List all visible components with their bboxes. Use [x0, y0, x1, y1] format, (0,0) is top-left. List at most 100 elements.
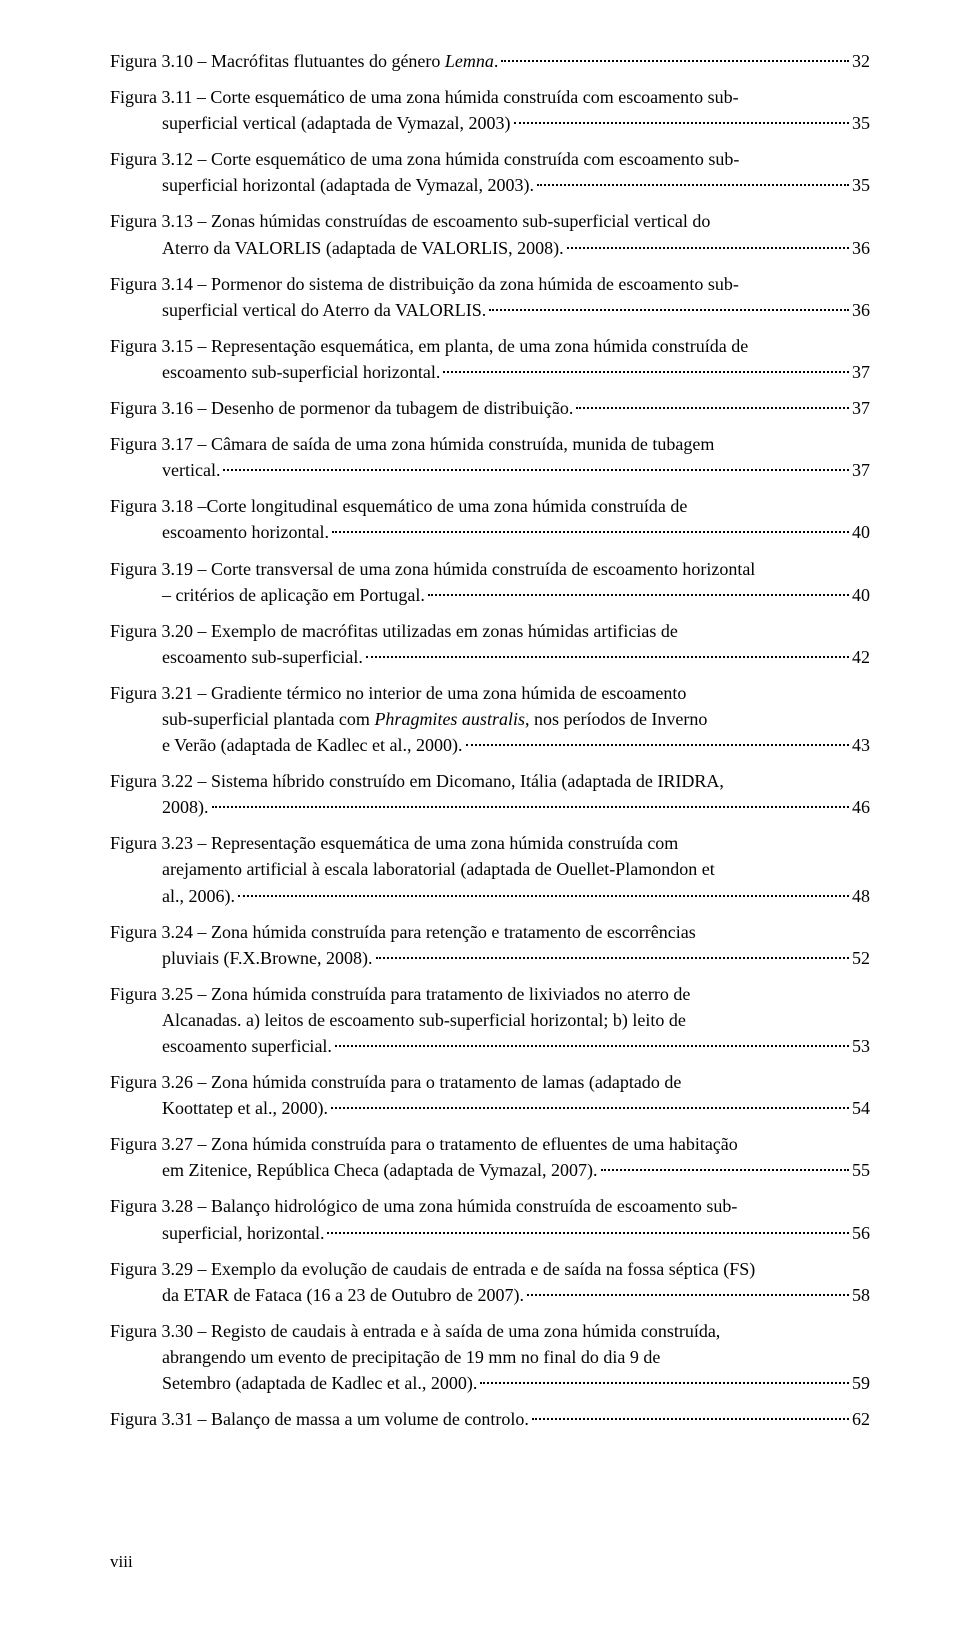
toc-entry-text: Figura 3.26 – Zona húmida construída par…: [110, 1069, 681, 1095]
toc-entry-text: Figura 3.25 – Zona húmida construída par…: [110, 981, 690, 1007]
toc-entry-text: abrangendo um evento de precipitação de …: [162, 1344, 660, 1370]
toc-entry-text: Figura 3.20 – Exemplo de macrófitas util…: [110, 618, 678, 644]
toc-entry-text: escoamento sub-superficial horizontal.: [162, 359, 440, 385]
leader-dots: [376, 957, 849, 959]
toc-entry-continuation: pluviais (F.X.Browne, 2008). 52: [110, 945, 870, 971]
toc-entry-text: Figura 3.31 – Balanço de massa a um volu…: [110, 1406, 529, 1432]
toc-entry-first-line: Figura 3.15 – Representação esquemática,…: [110, 333, 870, 359]
toc-entry-text: sub-superficial plantada com Phragmites …: [162, 706, 707, 732]
toc-entry-first-line: Figura 3.12 – Corte esquemático de uma z…: [110, 146, 870, 172]
toc-entry-first-line: Figura 3.17 – Câmara de saída de uma zon…: [110, 431, 870, 457]
toc-entry-text: escoamento superficial.: [162, 1033, 332, 1059]
toc-entry: Figura 3.22 – Sistema híbrido construído…: [110, 768, 870, 820]
leader-dots: [327, 1232, 849, 1234]
toc-entry-text: Figura 3.19 – Corte transversal de uma z…: [110, 556, 755, 582]
leader-dots: [576, 407, 849, 409]
leader-dots: [527, 1294, 849, 1296]
toc-entry: Figura 3.21 – Gradiente térmico no inter…: [110, 680, 870, 758]
toc-entry-first-line: Figura 3.28 – Balanço hidrológico de uma…: [110, 1193, 870, 1219]
toc-entry-text: Figura 3.11 – Corte esquemático de uma z…: [110, 84, 739, 110]
leader-dots: [428, 594, 849, 596]
toc-entry: Figura 3.14 – Pormenor do sistema de dis…: [110, 271, 870, 323]
toc-entry-text: Figura 3.23 – Representação esquemática …: [110, 830, 678, 856]
toc-entry: Figura 3.27 – Zona húmida construída par…: [110, 1131, 870, 1183]
toc-entry-text: vertical.: [162, 457, 220, 483]
toc-page-number: 48: [852, 883, 870, 909]
toc-entry-text: Figura 3.30 – Registo de caudais à entra…: [110, 1318, 720, 1344]
toc-entry-continuation: superficial, horizontal.56: [110, 1220, 870, 1246]
toc-entry-text: Figura 3.24 – Zona húmida construída par…: [110, 919, 696, 945]
toc-entry-text: 2008).: [162, 794, 209, 820]
toc-page-number: 52: [852, 945, 870, 971]
leader-dots: [537, 184, 849, 186]
figure-list: Figura 3.10 – Macrófitas flutuantes do g…: [110, 48, 870, 1432]
toc-entry-continuation: vertical. 37: [110, 457, 870, 483]
toc-page-number: 37: [852, 395, 870, 421]
toc-entry-continuation: sub-superficial plantada com Phragmites …: [110, 706, 870, 732]
toc-entry: Figura 3.16 – Desenho de pormenor da tub…: [110, 395, 870, 421]
toc-entry-text: Figura 3.12 – Corte esquemático de uma z…: [110, 146, 739, 172]
toc-entry-continuation: em Zitenice, República Checa (adaptada d…: [110, 1157, 870, 1183]
leader-dots: [489, 309, 849, 311]
leader-dots: [238, 895, 849, 897]
toc-entry-continuation: superficial vertical (adaptada de Vymaza…: [110, 110, 870, 136]
toc-entry-text: Figura 3.17 – Câmara de saída de uma zon…: [110, 431, 714, 457]
toc-entry-first-line: Figura 3.20 – Exemplo de macrófitas util…: [110, 618, 870, 644]
toc-entry: Figura 3.23 – Representação esquemática …: [110, 830, 870, 908]
toc-page-number: 36: [852, 235, 870, 261]
page-number-footer: viii: [110, 1552, 870, 1572]
toc-entry-text: Figura 3.18 –Corte longitudinal esquemát…: [110, 493, 687, 519]
toc-page-number: 32: [852, 48, 870, 74]
toc-entry: Figura 3.19 – Corte transversal de uma z…: [110, 556, 870, 608]
toc-entry-first-line: Figura 3.19 – Corte transversal de uma z…: [110, 556, 870, 582]
toc-entry-text: Figura 3.29 – Exemplo da evolução de cau…: [110, 1256, 755, 1282]
toc-entry-text: superficial horizontal (adaptada de Vyma…: [162, 172, 534, 198]
toc-page-number: 40: [852, 582, 870, 608]
toc-entry-continuation: Alcanadas. a) leitos de escoamento sub-s…: [110, 1007, 870, 1033]
toc-entry-first-line: Figura 3.10 – Macrófitas flutuantes do g…: [110, 48, 870, 74]
toc-entry-continuation: Aterro da VALORLIS (adaptada de VALORLIS…: [110, 235, 870, 261]
toc-entry: Figura 3.30 – Registo de caudais à entra…: [110, 1318, 870, 1396]
toc-entry-continuation: escoamento superficial. 53: [110, 1033, 870, 1059]
leader-dots: [532, 1418, 849, 1420]
toc-page-number: 35: [852, 172, 870, 198]
toc-entry-text: pluviais (F.X.Browne, 2008).: [162, 945, 373, 971]
leader-dots: [366, 656, 849, 658]
toc-entry-text: Figura 3.16 – Desenho de pormenor da tub…: [110, 395, 573, 421]
toc-entry-continuation: escoamento sub-superficial.42: [110, 644, 870, 670]
toc-entry-first-line: Figura 3.31 – Balanço de massa a um volu…: [110, 1406, 870, 1432]
toc-entry-first-line: Figura 3.23 – Representação esquemática …: [110, 830, 870, 856]
toc-page-number: 58: [852, 1282, 870, 1308]
toc-entry-first-line: Figura 3.27 – Zona húmida construída par…: [110, 1131, 870, 1157]
leader-dots: [332, 531, 849, 533]
toc-entry-text: Aterro da VALORLIS (adaptada de VALORLIS…: [162, 235, 564, 261]
toc-entry: Figura 3.24 – Zona húmida construída par…: [110, 919, 870, 971]
toc-entry-text: Figura 3.27 – Zona húmida construída par…: [110, 1131, 738, 1157]
toc-entry-continuation: 2008). 46: [110, 794, 870, 820]
toc-page-number: 56: [852, 1220, 870, 1246]
toc-entry-continuation: superficial vertical do Aterro da VALORL…: [110, 297, 870, 323]
toc-entry-first-line: Figura 3.22 – Sistema híbrido construído…: [110, 768, 870, 794]
toc-entry-text: superficial vertical do Aterro da VALORL…: [162, 297, 486, 323]
toc-entry-text: Koottatep et al., 2000).: [162, 1095, 328, 1121]
toc-entry-first-line: Figura 3.13 – Zonas húmidas construídas …: [110, 208, 870, 234]
toc-entry-text: Figura 3.15 – Representação esquemática,…: [110, 333, 748, 359]
toc-entry-text: e Verão (adaptada de Kadlec et al., 2000…: [162, 732, 463, 758]
toc-entry-first-line: Figura 3.18 –Corte longitudinal esquemát…: [110, 493, 870, 519]
leader-dots: [567, 247, 849, 249]
toc-entry: Figura 3.10 – Macrófitas flutuantes do g…: [110, 48, 870, 74]
toc-page-number: 36: [852, 297, 870, 323]
toc-entry-first-line: Figura 3.25 – Zona húmida construída par…: [110, 981, 870, 1007]
toc-entry-text: Figura 3.21 – Gradiente térmico no inter…: [110, 680, 686, 706]
toc-entry: Figura 3.13 – Zonas húmidas construídas …: [110, 208, 870, 260]
toc-entry-text: – critérios de aplicação em Portugal.: [162, 582, 425, 608]
leader-dots: [223, 469, 849, 471]
toc-page-number: 35: [852, 110, 870, 136]
toc-page-number: 55: [852, 1157, 870, 1183]
toc-entry-continuation: Koottatep et al., 2000). 54: [110, 1095, 870, 1121]
toc-entry-text: Figura 3.22 – Sistema híbrido construído…: [110, 768, 724, 794]
toc-entry-text: Figura 3.28 – Balanço hidrológico de uma…: [110, 1193, 737, 1219]
leader-dots: [443, 371, 849, 373]
toc-page-number: 46: [852, 794, 870, 820]
toc-entry-first-line: Figura 3.24 – Zona húmida construída par…: [110, 919, 870, 945]
